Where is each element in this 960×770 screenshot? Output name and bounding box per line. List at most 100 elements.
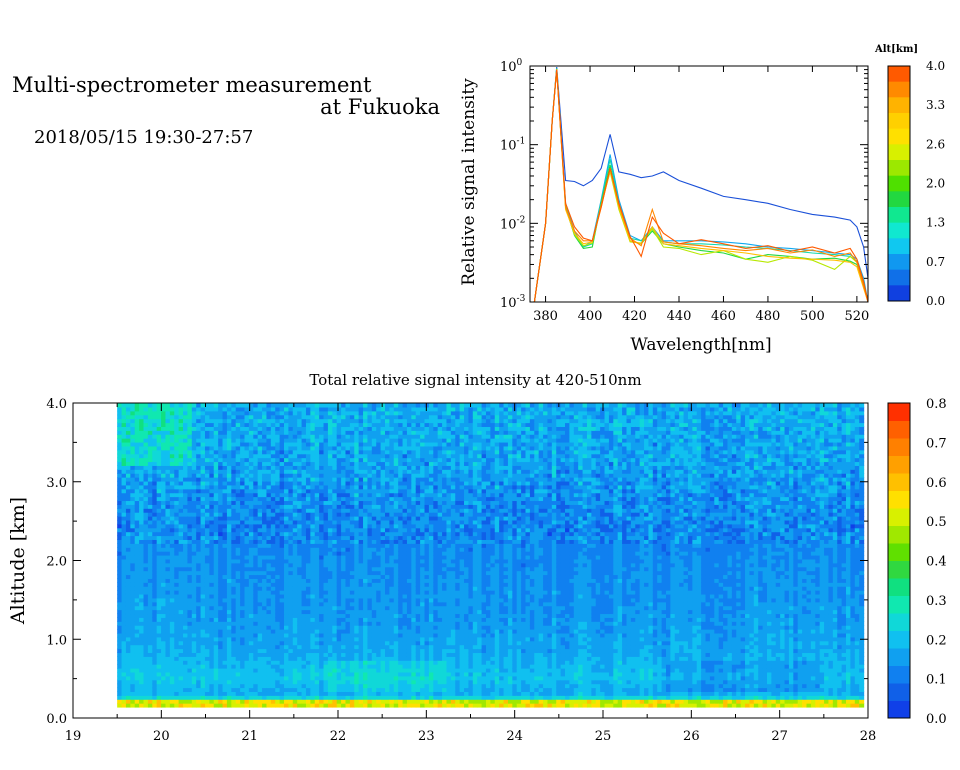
heatmap-cell [134, 687, 140, 692]
heatmap-cell [196, 597, 202, 603]
heatmap-cell [310, 512, 316, 517]
heatmap-cell [178, 516, 184, 521]
heatmap-cell [125, 477, 131, 482]
heatmap-cell [301, 648, 307, 654]
heatmap-cell [134, 430, 140, 435]
heatmap-cell [297, 543, 303, 548]
heatmap-cell [222, 465, 228, 470]
heatmap-cell [117, 566, 123, 572]
heatmap-cell [332, 418, 338, 424]
heatmap-cell [371, 590, 377, 595]
heatmap-cell [354, 558, 360, 564]
heatmap-cell [200, 523, 206, 529]
heatmap-cell [191, 675, 197, 681]
heatmap-cell [367, 543, 373, 548]
heatmap-cell [380, 543, 386, 548]
heatmap-cell [371, 703, 377, 708]
heatmap-cell [279, 519, 285, 525]
heatmap-cell [257, 512, 263, 517]
heatmap-cell [341, 629, 347, 634]
heatmap-cell [174, 512, 180, 517]
heatmap-cell [385, 636, 390, 642]
heatmap-cell [371, 660, 377, 665]
heatmap-cell [310, 519, 316, 525]
heatmap-cell [200, 531, 206, 537]
heatmap-cell [130, 414, 136, 420]
heatmap-cell [314, 492, 320, 498]
heatmap-cell [385, 558, 390, 564]
heatmap-cell [279, 656, 285, 661]
heatmap-cell [244, 629, 250, 634]
heatmap-cell [147, 449, 153, 455]
heatmap-cell [310, 574, 316, 579]
heatmap-cell [244, 504, 250, 509]
heatmap-cell [319, 434, 325, 439]
heatmap-cell [349, 512, 355, 517]
heatmap-cell [305, 648, 311, 654]
heatmap-cell [371, 403, 377, 408]
heatmap-cell [305, 605, 311, 611]
heatmap-cell [130, 613, 136, 618]
heatmap-cell [152, 438, 158, 443]
heatmap-cell [218, 453, 224, 459]
heatmap-cell [363, 617, 369, 622]
heatmap-cell [323, 578, 329, 583]
heatmap-cell [345, 535, 351, 540]
heatmap-cell [376, 629, 382, 634]
heatmap-cell [143, 664, 149, 669]
heatmap-cell [284, 488, 289, 494]
heatmap-cell [323, 675, 329, 681]
heatmap-cell [161, 461, 167, 466]
heatmap-cell [323, 403, 329, 408]
heatmap-cell [204, 629, 210, 634]
heatmap-cell [327, 687, 333, 692]
heatmap-cell [222, 601, 228, 607]
heatmap-cell [371, 621, 377, 626]
heatmap-cell [130, 422, 136, 427]
heatmap-cell [305, 613, 311, 618]
heatmap-cell [385, 484, 390, 490]
heatmap-cell [143, 438, 149, 443]
heatmap-cell [253, 640, 259, 646]
heatmap-cell [248, 578, 254, 583]
heatmap-cell [218, 496, 224, 502]
heatmap-cell [389, 609, 395, 615]
heatmap-cell [284, 410, 289, 416]
heatmap-cell [354, 605, 360, 611]
heatmap-cell [156, 547, 162, 552]
heatmap-cell [213, 648, 219, 654]
heatmap-cell [213, 597, 219, 603]
heatmap-cell [323, 605, 329, 611]
heatmap-cell [174, 562, 180, 568]
heatmap-cell [174, 679, 180, 685]
heatmap-cell [284, 668, 289, 673]
heatmap-cell [235, 469, 241, 474]
heatmap-cell [231, 441, 237, 447]
heatmap-cell [169, 430, 175, 435]
heatmap-cell [134, 504, 140, 509]
heatmap-cell [174, 554, 180, 560]
heatmap-cell [187, 703, 193, 708]
heatmap-cell [183, 570, 189, 576]
heatmap-cell [165, 469, 171, 474]
heatmap-cell [222, 473, 228, 478]
heatmap-cell [117, 703, 123, 708]
heatmap-cell [121, 582, 127, 587]
heatmap-cell [226, 656, 232, 661]
heatmap-cell [371, 671, 377, 677]
heatmap-cell [196, 445, 202, 451]
heatmap-cell [314, 441, 320, 447]
heatmap-cell [130, 699, 136, 704]
heatmap-cell [292, 699, 298, 704]
heatmap-cell [240, 597, 246, 603]
heatmap-cell [222, 516, 228, 521]
heatmap-cell [200, 613, 206, 618]
heatmap-cell [279, 691, 285, 696]
heatmap-cell [213, 586, 219, 591]
heatmap-cell [165, 516, 171, 521]
heatmap-cell [156, 562, 162, 568]
heatmap-cell [200, 617, 206, 622]
heatmap-cell [196, 691, 202, 696]
heatmap-cell [169, 403, 175, 408]
heatmap-cell [270, 695, 276, 700]
